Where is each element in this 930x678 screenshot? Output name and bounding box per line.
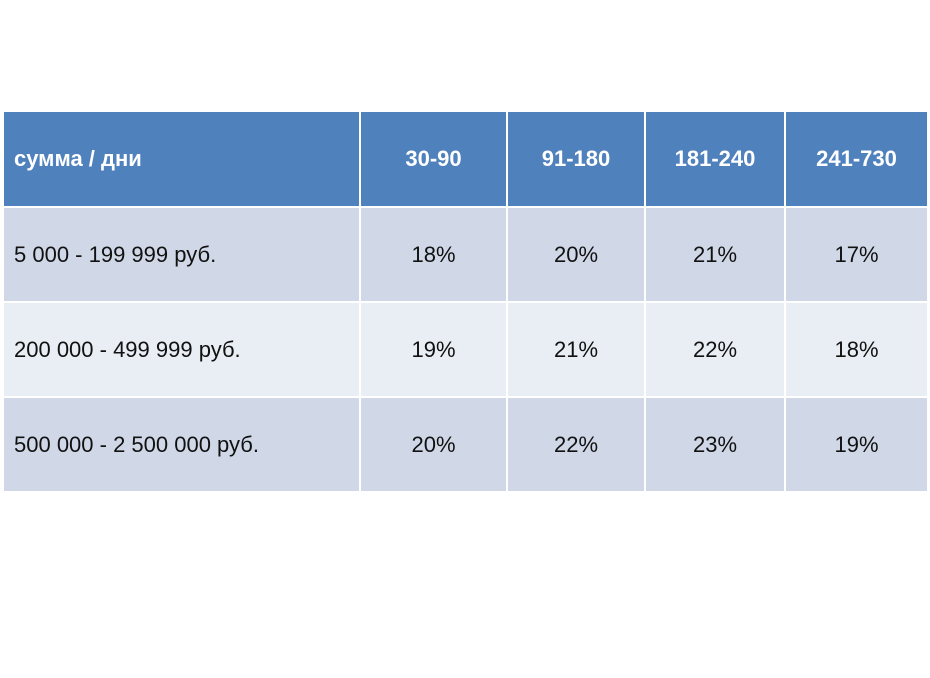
rate-cell: 17% bbox=[784, 206, 929, 303]
rate-cell: 20% bbox=[506, 206, 646, 303]
table-body: 5 000 - 199 999 руб. 18% 20% 21% 17% 200… bbox=[2, 206, 929, 493]
row-amount-label: 200 000 - 499 999 руб. bbox=[2, 301, 361, 398]
header-days-91-180: 91-180 bbox=[506, 110, 646, 208]
rate-cell: 19% bbox=[784, 396, 929, 493]
rate-cell: 22% bbox=[644, 301, 786, 398]
header-days-241-730: 241-730 bbox=[784, 110, 929, 208]
rate-cell: 23% bbox=[644, 396, 786, 493]
table-row: 500 000 - 2 500 000 руб. 20% 22% 23% 19% bbox=[2, 396, 929, 493]
table-header: сумма / дни 30-90 91-180 181-240 241-730 bbox=[2, 110, 929, 208]
rate-cell: 21% bbox=[506, 301, 646, 398]
header-days-30-90: 30-90 bbox=[359, 110, 508, 208]
rate-cell: 18% bbox=[784, 301, 929, 398]
header-label-cell: сумма / дни bbox=[2, 110, 361, 208]
rate-cell: 19% bbox=[359, 301, 508, 398]
rate-cell: 21% bbox=[644, 206, 786, 303]
row-amount-label: 5 000 - 199 999 руб. bbox=[2, 206, 361, 303]
header-days-181-240: 181-240 bbox=[644, 110, 786, 208]
rate-table: сумма / дни 30-90 91-180 181-240 241-730… bbox=[2, 110, 929, 493]
table-row: 5 000 - 199 999 руб. 18% 20% 21% 17% bbox=[2, 206, 929, 303]
rate-cell: 18% bbox=[359, 206, 508, 303]
rate-cell: 20% bbox=[359, 396, 508, 493]
row-amount-label: 500 000 - 2 500 000 руб. bbox=[2, 396, 361, 493]
rate-cell: 22% bbox=[506, 396, 646, 493]
table-row: 200 000 - 499 999 руб. 19% 21% 22% 18% bbox=[2, 301, 929, 398]
header-row: сумма / дни 30-90 91-180 181-240 241-730 bbox=[2, 110, 929, 208]
